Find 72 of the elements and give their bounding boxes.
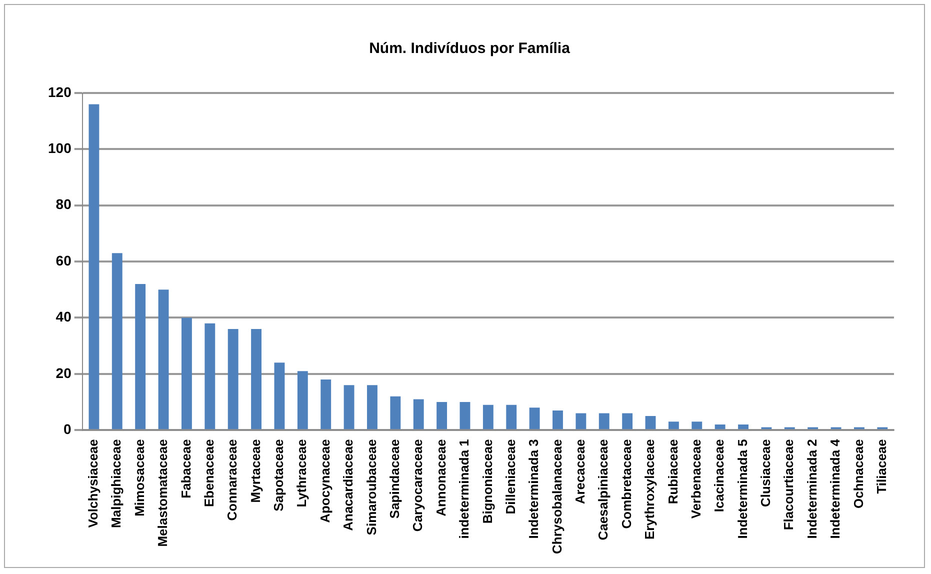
y-tick-label: 80 [56,196,72,212]
bar [390,396,401,430]
x-tick-label: Rubiaceae [665,439,680,504]
bar [714,424,726,430]
bar [274,362,285,430]
x-tick-label: Tiliaceae [874,439,889,494]
y-tick-label: 40 [56,308,72,325]
x-tick-label: Ochnaceae [850,439,866,508]
x-tick-label: Flacourtiaceae [781,439,796,530]
x-tick-label: Indeterminada 4 [828,438,843,539]
bar [204,323,216,430]
x-tick-label: Fabaceae [178,439,194,498]
bar [506,404,517,430]
bar [158,290,169,430]
bar [645,416,656,430]
bar [460,402,470,430]
y-tick-label: 0 [64,420,72,437]
x-tick-label: Melastomataceae [155,439,170,547]
y-tick-label: 120 [48,84,72,100]
bar [529,408,540,430]
x-tick-label: Icacinaceae [712,439,727,512]
x-tick-label: Indeterminada 2 [804,439,820,539]
bar [344,385,354,430]
bar [297,371,308,430]
bar [181,318,192,430]
bar [482,404,494,430]
y-tick-label: 60 [56,252,72,268]
x-tick-label: Sapotaceae [271,439,286,512]
x-tick-label: Caryocaraceae [410,439,426,532]
bar [367,385,378,430]
x-tick-label: Ebenaceae [201,439,216,508]
bar [622,413,633,430]
x-tick-label: Indeterminada 3 [526,439,542,539]
x-tick-label: Erythroxylaceae [642,439,658,540]
x-tick-label: Myrtaceae [248,439,263,503]
bar [228,328,238,430]
x-tick-label: Annonaceae [433,439,448,516]
x-tick-label: Malpighiaceae [108,439,124,528]
bar [112,253,122,430]
bar [251,328,262,430]
bar [576,413,586,430]
bar [413,399,424,430]
bar [668,422,679,430]
bar [320,380,332,430]
x-tick-label: Indeterminada 5 [734,439,750,539]
x-tick-label: Simaroubaceae [364,439,379,536]
x-tick-label: Verbenaceae [688,439,704,519]
x-tick-label: Connaraceae [224,439,240,521]
x-tick-label: Lythraceae [294,439,310,508]
bar [598,413,610,430]
x-tick-label: Dilleniaceae [502,439,518,514]
bar [436,402,448,430]
x-tick-label: Apocynaceae [317,439,332,523]
x-tick-label: Arecaceae [572,439,588,504]
bar [738,424,748,430]
bar [552,410,563,430]
x-tick-label: Combretaceae [618,439,634,529]
x-tick-label: Bignoniaceae [480,439,495,524]
bar [88,104,100,430]
x-tick-label: indeterminada 1 [456,439,472,539]
x-tick-label: Sapindaceae [387,439,402,519]
y-tick-label: 100 [48,140,72,156]
x-tick-label: Caesalpiniaceae [596,439,611,540]
y-tick-label: 20 [56,364,72,381]
x-tick-label: Mimosaceae [132,439,147,516]
x-tick-label: Chrysobalanaceae [549,439,564,554]
bar [135,284,146,430]
bar [692,422,702,430]
x-tick-label: Volchysiaceae [86,439,101,528]
x-tick-label: Anacardiaceae [340,439,356,531]
x-tick-label: Clusiaceae [758,439,774,508]
chart-title: Núm. Indivíduos por Família [369,40,571,58]
